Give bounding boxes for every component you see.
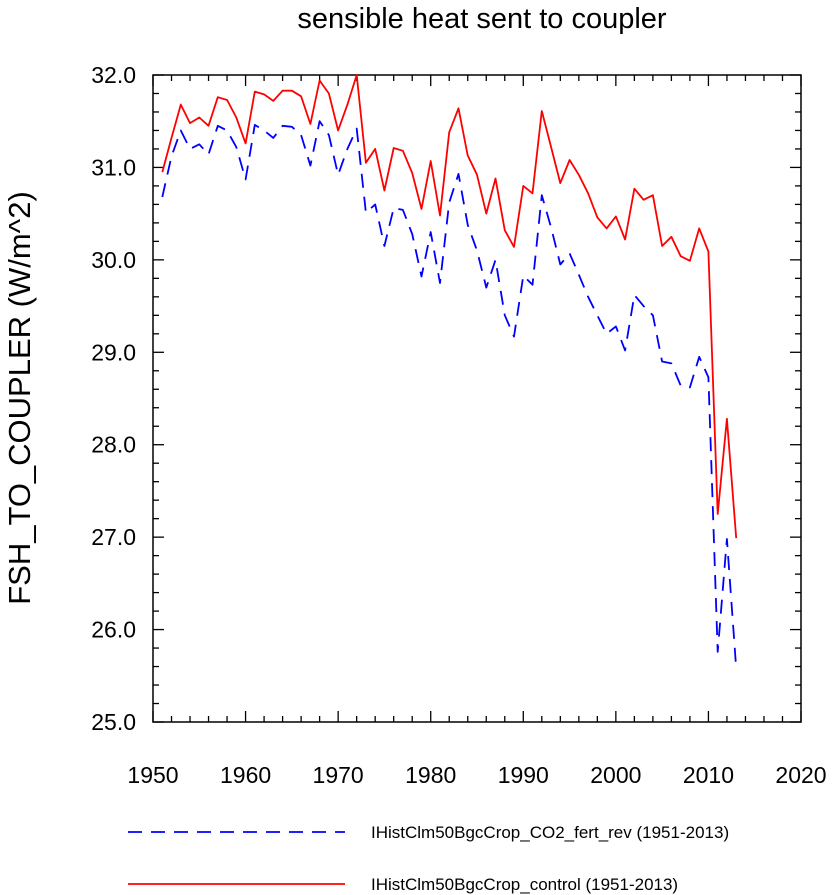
series-lines [161,74,738,669]
x-tick-label: 1950 [127,762,178,788]
legend: IHistClm50BgcCrop_CO2_fert_rev (1951-201… [128,823,729,894]
x-tick-label: 1960 [220,762,271,788]
series-line-2 [161,74,738,539]
y-tick-label: 29.0 [91,339,136,365]
y-tick-label: 25.0 [91,709,136,735]
series-line-1 [161,120,738,669]
x-tick-label: 2010 [683,762,734,788]
y-tick-label: 27.0 [91,524,136,550]
y-tick-label: 28.0 [91,432,136,458]
y-tick-label: 30.0 [91,247,136,273]
y-tick-label: 26.0 [91,617,136,643]
x-tick-label: 1990 [498,762,549,788]
y-tick-label: 32.0 [91,62,136,88]
y-axis-tick-labels: 25.0 26.0 27.0 28.0 29.0 30.0 31.0 32.0 [91,62,136,735]
legend-label-2: IHistClm50BgcCrop_control (1951-2013) [371,875,678,894]
y-axis-label: FSH_TO_COUPLER (W/m^2) [2,191,37,605]
x-tick-label: 1980 [405,762,456,788]
x-axis-tick-labels: 1950 1960 1970 1980 1990 2000 2010 2020 [127,762,826,788]
x-tick-label: 2020 [775,762,826,788]
x-tick-label: 1970 [313,762,364,788]
x-tick-label: 2000 [590,762,641,788]
plot-frame [152,74,802,723]
axis-ticks [152,74,802,723]
y-tick-label: 31.0 [91,154,136,180]
chart-title: sensible heat sent to coupler [297,3,667,35]
legend-label-1: IHistClm50BgcCrop_CO2_fert_rev (1951-201… [371,823,729,842]
